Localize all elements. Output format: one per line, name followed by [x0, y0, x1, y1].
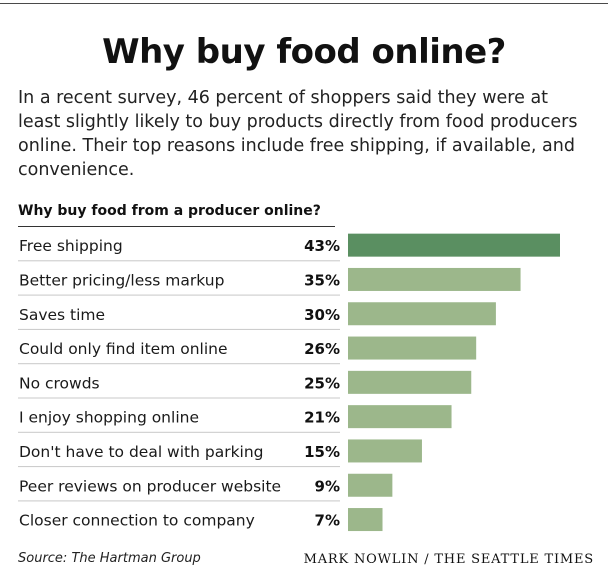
value-label: 25%	[304, 374, 340, 392]
bar	[348, 473, 393, 497]
category-label: Better pricing/less markup	[19, 271, 224, 289]
credit-line: MARK NOWLIN / THE SEATTLE TIMES	[303, 552, 594, 567]
row-divider	[18, 500, 340, 502]
source-note: Source: The Hartman Group	[18, 551, 201, 566]
value-label: 7%	[315, 512, 340, 530]
bar-chart: Free shipping 43% Better pricing/less mark…	[18, 226, 560, 532]
value-label: 26%	[304, 340, 340, 358]
page-title: Why buy food online?	[102, 32, 506, 72]
value-label: 43%	[304, 237, 340, 255]
value-label: 9%	[315, 477, 340, 495]
category-label: Free shipping	[19, 237, 123, 255]
category-label: Don't have to deal with parking	[19, 443, 264, 461]
value-label: 21%	[304, 409, 340, 427]
row-divider	[18, 363, 340, 365]
value-label: 30%	[304, 306, 340, 324]
category-label: Closer connection to company	[19, 512, 255, 530]
category-label: Could only find item online	[19, 340, 228, 358]
bar	[348, 439, 422, 463]
bar	[348, 405, 452, 429]
value-label: 15%	[304, 443, 340, 461]
intro-text: In a recent survey, 46 percent of shoppe…	[18, 88, 578, 180]
row-divider	[18, 466, 340, 468]
chart-title: Why buy food from a producer online?	[18, 203, 321, 219]
row-divider	[18, 397, 340, 399]
row-divider	[18, 431, 340, 433]
bar	[348, 302, 496, 326]
top-rule	[0, 3, 608, 4]
category-label: Peer reviews on producer website	[19, 477, 281, 495]
bar	[348, 267, 521, 291]
category-label: No crowds	[19, 374, 100, 392]
value-label: 35%	[304, 271, 340, 289]
chart-title-rule	[18, 226, 335, 227]
bar	[348, 336, 477, 360]
category-label: I enjoy shopping online	[19, 409, 199, 427]
bar	[348, 233, 560, 257]
bar	[348, 508, 383, 532]
row-divider	[18, 328, 340, 330]
row-divider	[18, 260, 340, 262]
category-label: Saves time	[19, 306, 105, 324]
bar	[348, 370, 472, 394]
row-divider	[18, 294, 340, 296]
